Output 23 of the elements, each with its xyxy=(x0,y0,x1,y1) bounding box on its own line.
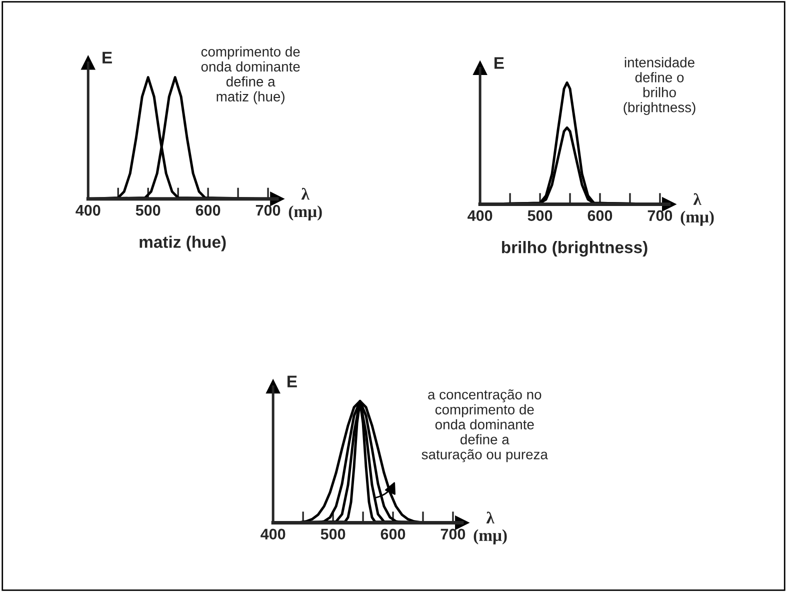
x-tick-label: 700 xyxy=(440,528,466,540)
annotation: comprimento de onda dominante define a matiz (hue) xyxy=(201,46,300,104)
text: brilho (brightness) xyxy=(502,241,648,257)
y-axis-title: E xyxy=(288,376,297,388)
y-axis-title: E xyxy=(494,57,504,69)
x-tick-label: 600 xyxy=(588,210,612,222)
x-tick-label: 700 xyxy=(648,210,672,222)
x-tick-label: 600 xyxy=(380,528,406,540)
y-axis-title: E xyxy=(102,52,112,64)
x-tick-label: 500 xyxy=(136,204,160,216)
annotation: intensidade define o brilho (brightness) xyxy=(624,57,696,116)
x-axis-title: λ (mμ) xyxy=(680,193,714,226)
x-tick-label: 700 xyxy=(256,204,280,216)
x-tick-label: 600 xyxy=(196,204,220,216)
annotation: a concentração no comprimento de onda dominante define a saturação ou pureza xyxy=(422,389,548,462)
x-tick-label: 500 xyxy=(528,210,552,222)
x-tick-label: 500 xyxy=(320,528,346,540)
x-tick-label: 400 xyxy=(76,204,100,216)
x-axis-title: λ (mμ) xyxy=(474,512,507,544)
x-tick-label: 400 xyxy=(468,210,492,222)
x-tick-label: 400 xyxy=(260,528,286,540)
x-axis-title: λ (mμ) xyxy=(288,188,322,221)
text: matiz (hue) xyxy=(140,236,226,252)
